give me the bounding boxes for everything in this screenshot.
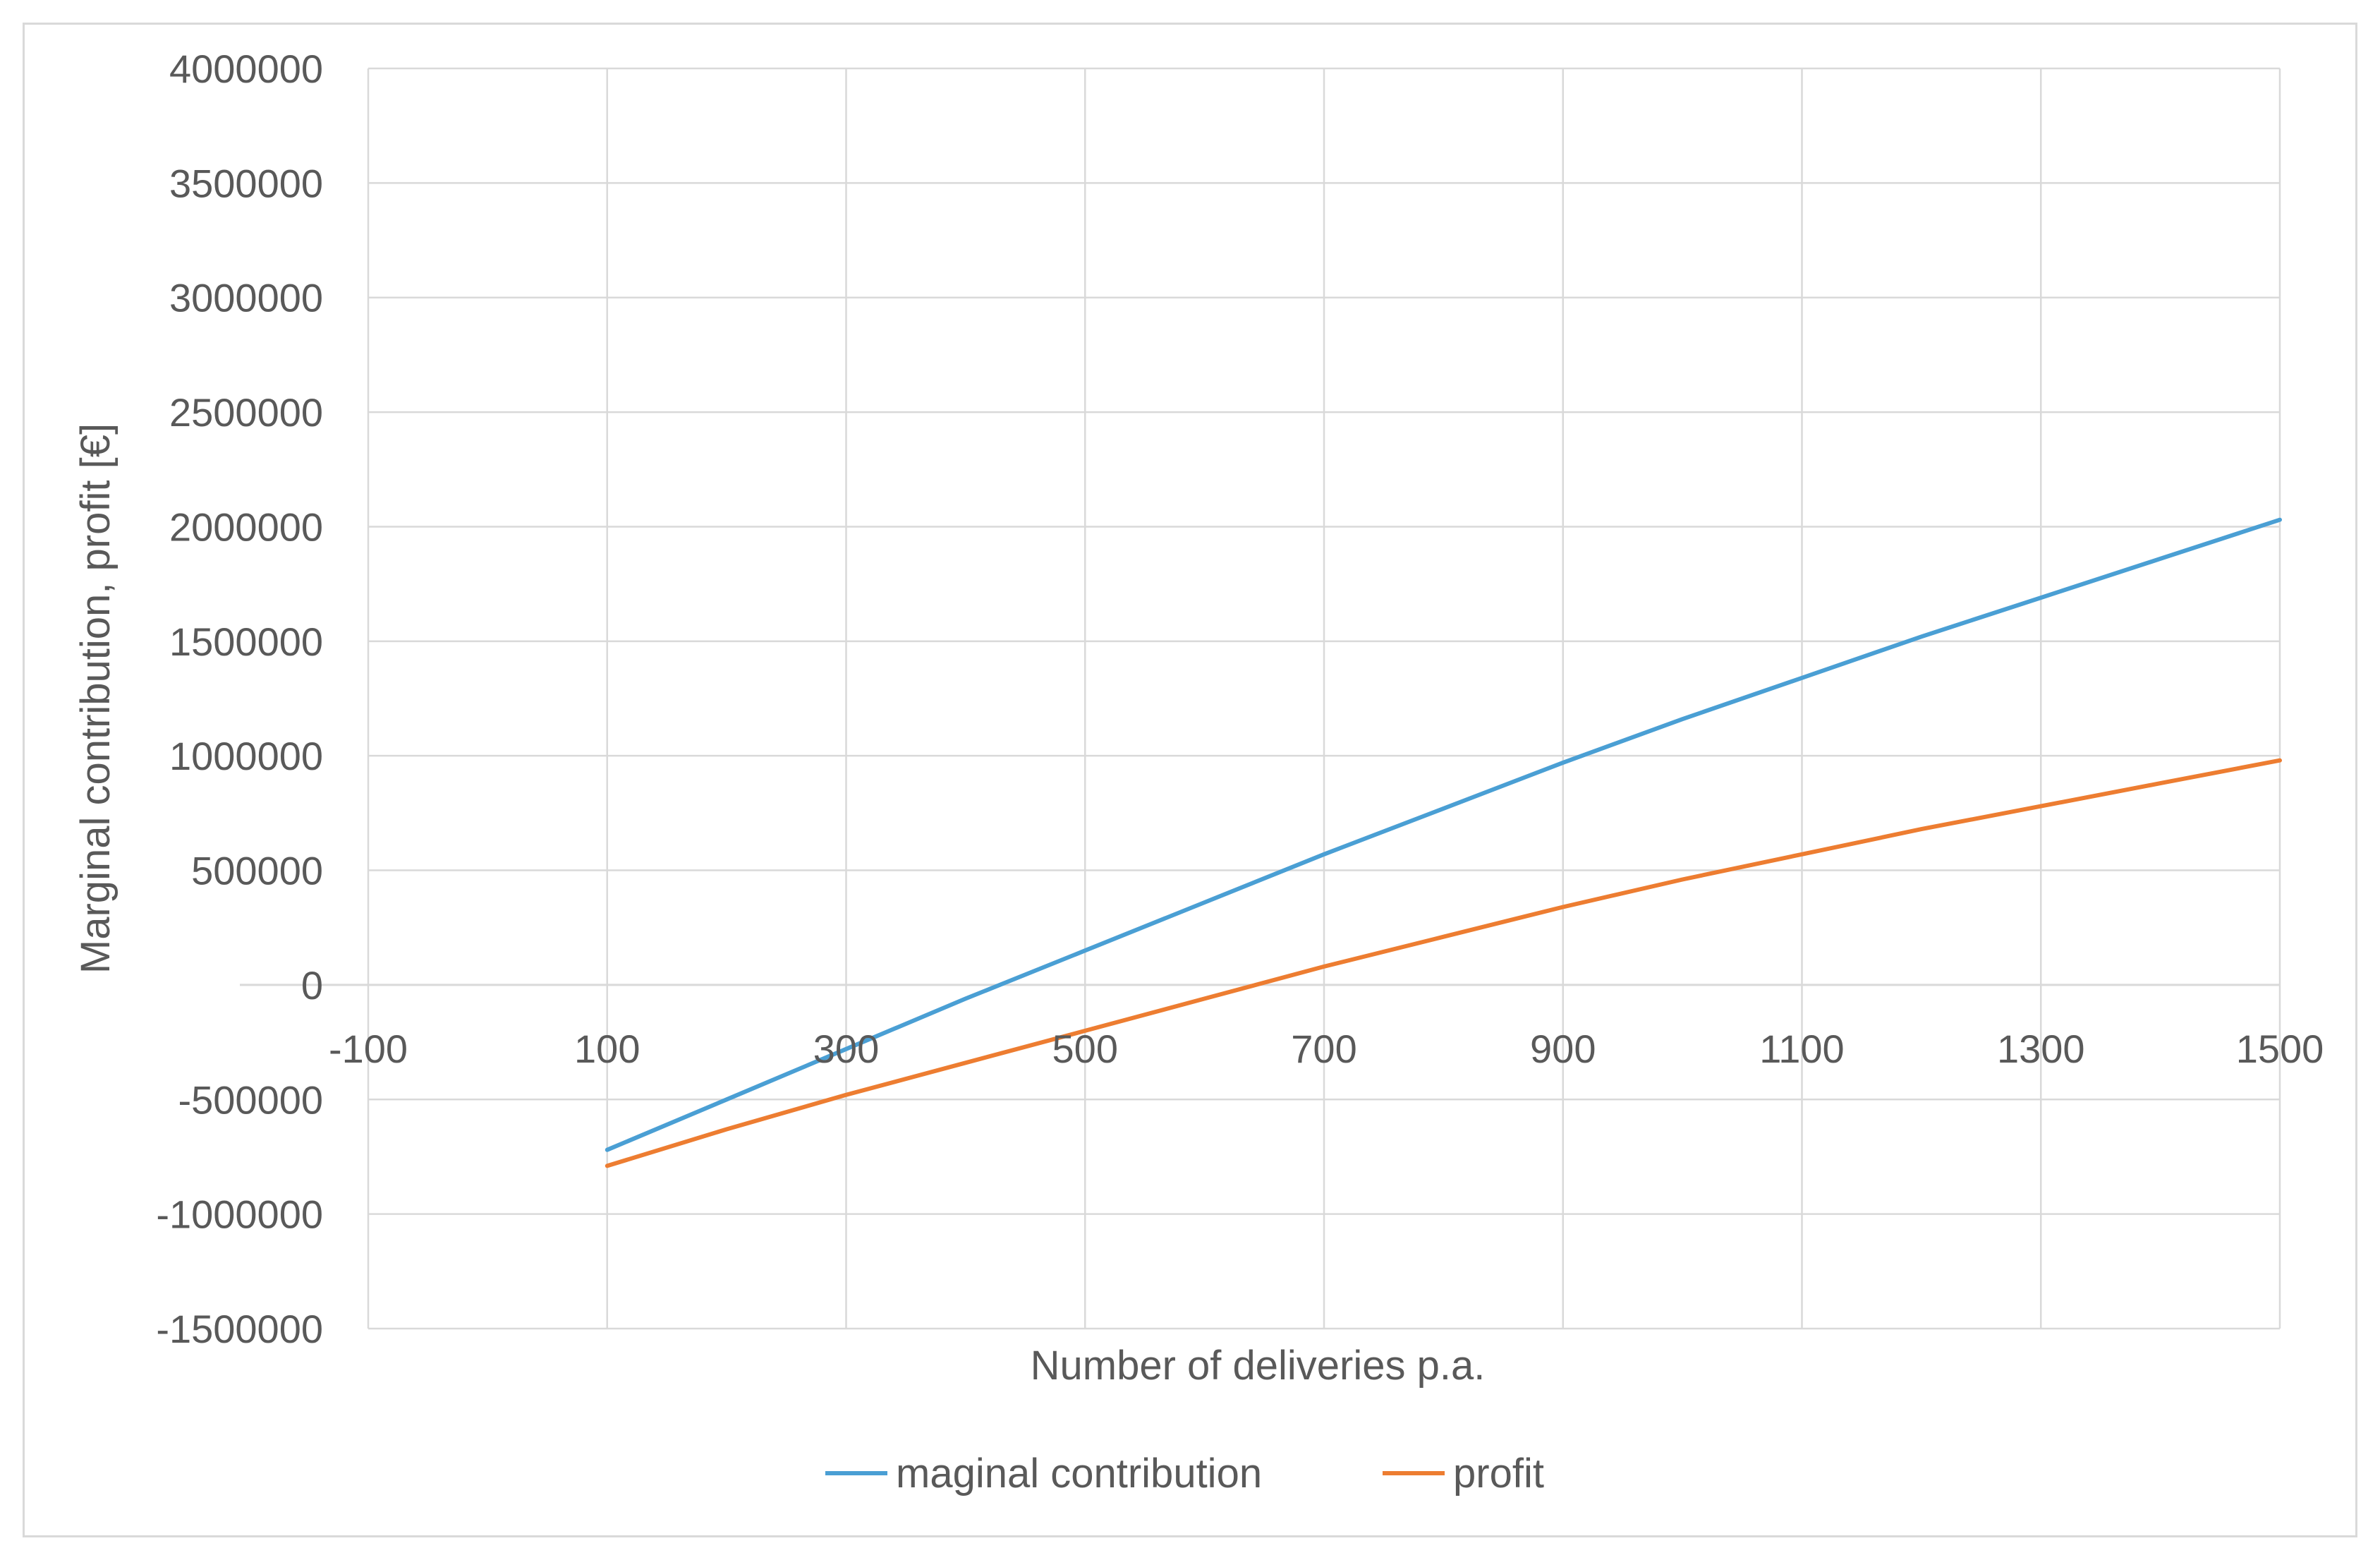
x-tick-label: 1100 bbox=[1759, 1027, 1844, 1071]
legend-label: maginal contribution bbox=[896, 1451, 1262, 1496]
x-axis-title: Number of deliveries p.a. bbox=[1031, 1343, 1486, 1389]
tick-labels: -1500000 -1000000 -500000 0 500000 1000000 150… bbox=[156, 47, 2324, 1351]
series-line-maginal-contribution bbox=[605, 517, 2282, 1152]
series-line-profit bbox=[605, 758, 2282, 1168]
x-tick-label: 700 bbox=[1291, 1027, 1356, 1071]
legend-label: profit bbox=[1453, 1451, 1544, 1496]
y-tick-label: -1500000 bbox=[156, 1307, 323, 1351]
x-tick-label: 900 bbox=[1530, 1027, 1596, 1071]
y-tick-label: 2000000 bbox=[169, 504, 323, 549]
x-tick-label: -100 bbox=[329, 1027, 408, 1071]
y-tick-label: 3500000 bbox=[169, 161, 323, 205]
y-axis-title: Marginal contribution, profit [€] bbox=[73, 423, 119, 974]
chart-frame bbox=[23, 23, 2357, 1537]
y-tick-label: 4000000 bbox=[169, 47, 323, 91]
y-tick-label: 1500000 bbox=[169, 619, 323, 664]
y-tick-label: 3000000 bbox=[169, 276, 323, 320]
y-tick-label: 1000000 bbox=[169, 734, 323, 778]
x-tick-label: 1300 bbox=[1997, 1027, 2085, 1071]
x-tick-label: 500 bbox=[1052, 1027, 1118, 1071]
x-tick-label: 300 bbox=[813, 1027, 879, 1071]
y-tick-label: 0 bbox=[301, 963, 323, 1008]
x-tick-label: 100 bbox=[574, 1027, 640, 1071]
y-tick-label: -500000 bbox=[178, 1077, 323, 1122]
y-tick-label: -1000000 bbox=[156, 1192, 323, 1237]
legend: maginal contribution profit bbox=[825, 1451, 1544, 1496]
grid bbox=[367, 67, 2281, 1330]
x-tick-label: 1500 bbox=[2236, 1027, 2324, 1071]
y-tick-label: 500000 bbox=[191, 849, 323, 893]
y-tick-label: 2500000 bbox=[169, 390, 323, 435]
series-lines bbox=[605, 517, 2282, 1168]
